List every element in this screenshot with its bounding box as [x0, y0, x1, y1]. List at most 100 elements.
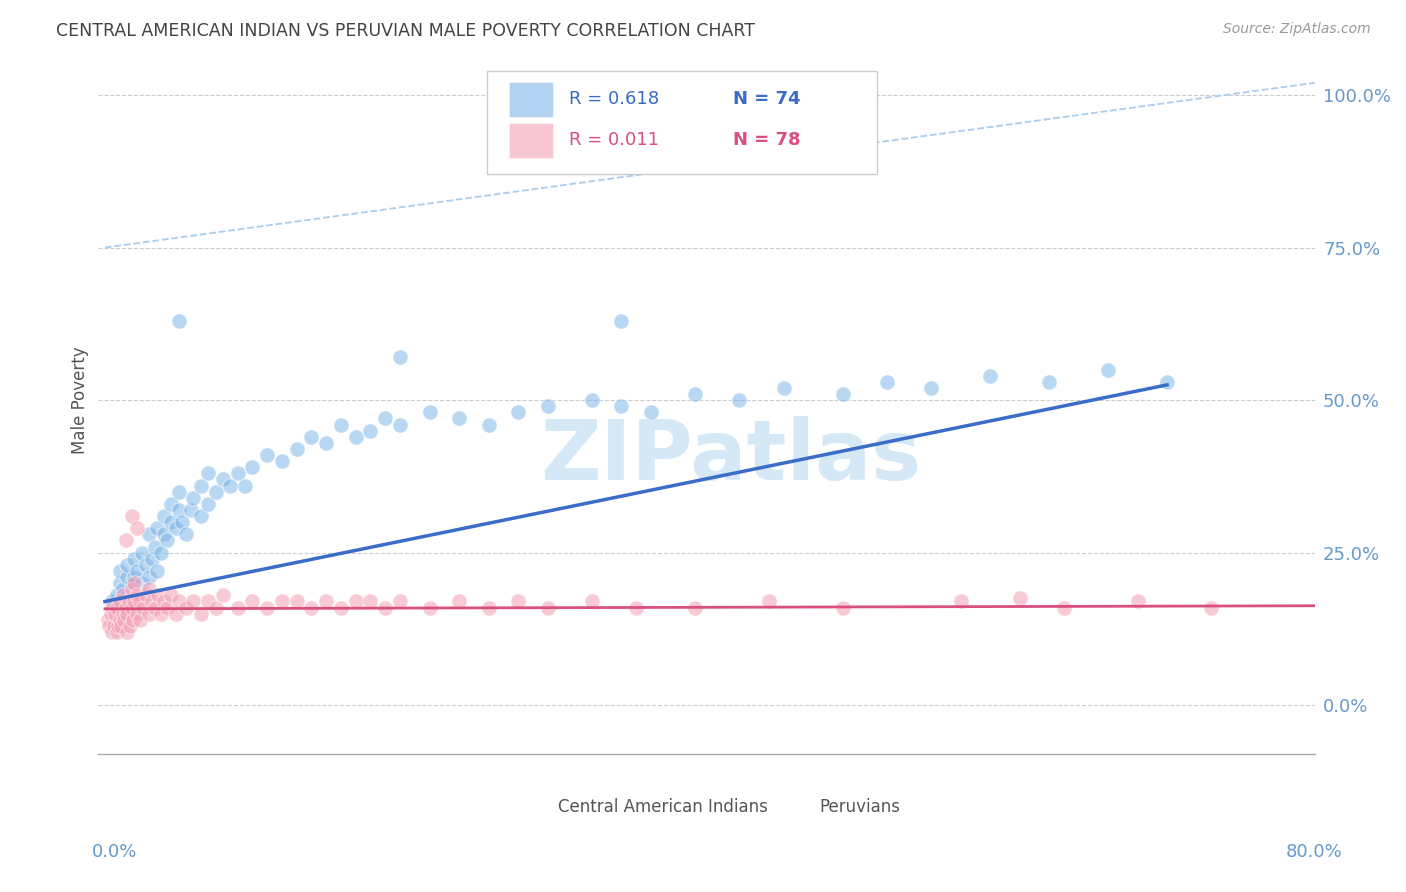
- Point: [388, 594, 411, 608]
- Text: Central American Indians: Central American Indians: [558, 798, 768, 816]
- Point: [728, 393, 751, 408]
- Point: [301, 600, 323, 615]
- Point: [226, 600, 249, 615]
- Text: N = 74: N = 74: [733, 90, 800, 108]
- Point: [167, 594, 190, 608]
- Point: [100, 607, 122, 621]
- Point: [536, 399, 558, 413]
- Point: [610, 399, 633, 413]
- Point: [110, 619, 132, 633]
- Point: [1156, 375, 1178, 389]
- Point: [112, 613, 135, 627]
- FancyBboxPatch shape: [509, 123, 553, 158]
- Point: [219, 478, 242, 492]
- Point: [330, 417, 353, 432]
- Point: [683, 387, 706, 401]
- Point: [108, 564, 131, 578]
- Point: [124, 576, 146, 591]
- Point: [1201, 600, 1223, 615]
- Point: [315, 594, 337, 608]
- Text: CENTRAL AMERICAN INDIAN VS PERUVIAN MALE POVERTY CORRELATION CHART: CENTRAL AMERICAN INDIAN VS PERUVIAN MALE…: [56, 22, 755, 40]
- Point: [831, 600, 853, 615]
- Point: [111, 582, 134, 597]
- Point: [204, 600, 226, 615]
- Text: 80.0%: 80.0%: [1286, 843, 1343, 861]
- Point: [610, 314, 633, 328]
- FancyBboxPatch shape: [486, 71, 876, 174]
- Point: [131, 546, 153, 560]
- Point: [1126, 594, 1149, 608]
- Text: Peruvians: Peruvians: [820, 798, 900, 816]
- Point: [138, 527, 160, 541]
- Point: [256, 600, 278, 615]
- Point: [226, 467, 249, 481]
- Point: [949, 594, 972, 608]
- Point: [233, 478, 256, 492]
- Point: [153, 594, 176, 608]
- Point: [360, 424, 382, 438]
- Point: [145, 564, 167, 578]
- Point: [190, 607, 212, 621]
- Point: [129, 613, 152, 627]
- Text: 0.0%: 0.0%: [91, 843, 136, 861]
- Point: [114, 533, 136, 548]
- Point: [920, 381, 942, 395]
- Point: [101, 594, 124, 608]
- Point: [418, 600, 440, 615]
- Point: [115, 558, 138, 572]
- Point: [141, 594, 163, 608]
- Point: [135, 588, 157, 602]
- Point: [115, 607, 138, 621]
- Text: N = 78: N = 78: [733, 131, 800, 149]
- Point: [242, 594, 264, 608]
- Point: [183, 594, 205, 608]
- Point: [170, 515, 193, 529]
- Point: [114, 600, 136, 615]
- Point: [156, 533, 179, 548]
- Point: [624, 600, 647, 615]
- Point: [132, 600, 155, 615]
- Point: [121, 600, 143, 615]
- Point: [374, 411, 396, 425]
- Point: [167, 503, 190, 517]
- Point: [285, 442, 308, 456]
- FancyBboxPatch shape: [509, 82, 553, 117]
- Point: [447, 594, 470, 608]
- FancyBboxPatch shape: [770, 793, 813, 821]
- Point: [190, 478, 212, 492]
- Point: [108, 613, 131, 627]
- Text: ZIPatlas: ZIPatlas: [540, 417, 921, 497]
- Point: [98, 619, 121, 633]
- Point: [183, 491, 205, 505]
- Point: [127, 607, 149, 621]
- Point: [212, 473, 235, 487]
- Point: [506, 594, 529, 608]
- Point: [150, 607, 173, 621]
- Point: [1053, 600, 1076, 615]
- Point: [105, 625, 128, 640]
- Point: [115, 625, 138, 640]
- Point: [135, 558, 157, 572]
- Point: [127, 588, 149, 602]
- Point: [1038, 375, 1060, 389]
- Point: [301, 430, 323, 444]
- Point: [115, 570, 138, 584]
- Point: [581, 393, 603, 408]
- Point: [330, 600, 353, 615]
- Point: [111, 607, 134, 621]
- Point: [197, 594, 219, 608]
- Point: [772, 381, 794, 395]
- Point: [374, 600, 396, 615]
- Point: [190, 509, 212, 524]
- Point: [121, 576, 143, 591]
- Text: R = 0.011: R = 0.011: [568, 131, 658, 149]
- Point: [204, 484, 226, 499]
- Point: [506, 405, 529, 419]
- Point: [104, 607, 127, 621]
- Point: [758, 594, 780, 608]
- Point: [418, 405, 440, 419]
- Point: [160, 588, 183, 602]
- Point: [145, 521, 167, 535]
- Point: [477, 417, 499, 432]
- Point: [101, 625, 124, 640]
